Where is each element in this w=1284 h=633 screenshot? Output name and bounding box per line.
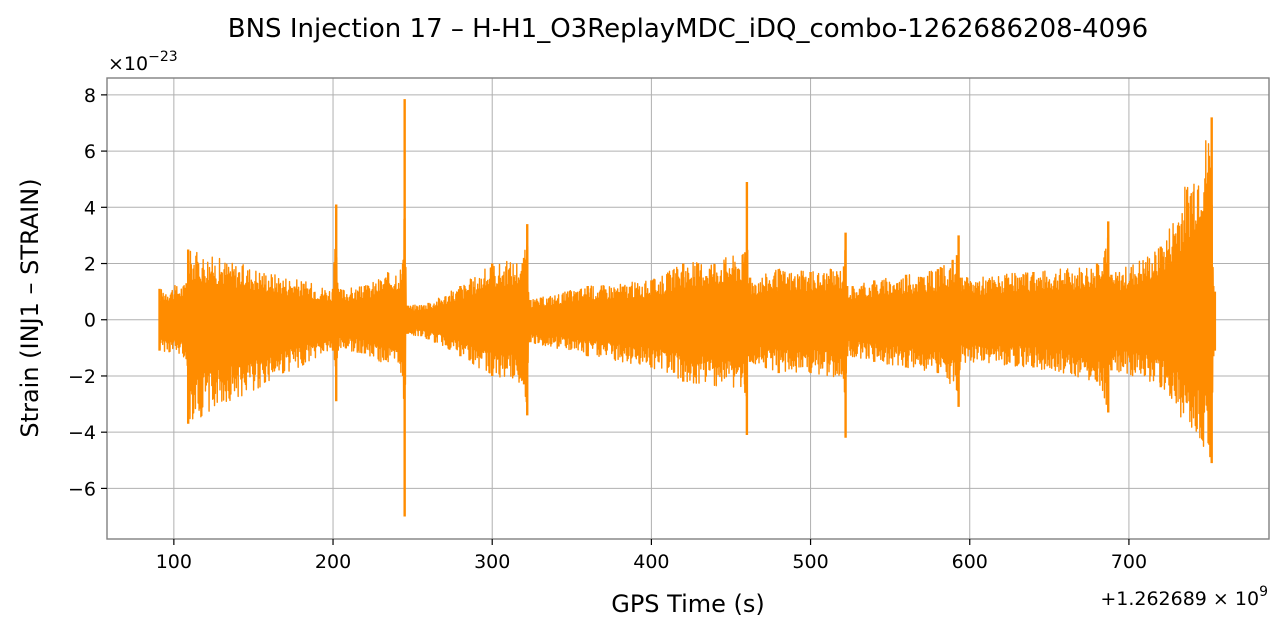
y-tick-label: −6 (68, 478, 96, 500)
y-tick-label: −4 (68, 422, 96, 444)
x-axis: 100 200 300 400 500 600 700 (156, 539, 1147, 573)
y-tick-label: 8 (84, 85, 96, 107)
x-offset-label: +1.262689 × 109 (1100, 584, 1268, 610)
y-tick-label: 4 (84, 197, 96, 219)
series-trace (158, 140, 1216, 458)
x-tick-label: 500 (792, 551, 828, 573)
x-tick-label: 400 (633, 551, 669, 573)
y-tick-label: −2 (68, 366, 96, 388)
y-axis: −6 −4 −2 0 2 4 6 8 (68, 85, 107, 500)
plot-frame (106, 77, 1270, 540)
y-axis-label: Strain (INJ1 – STRAIN) (16, 178, 44, 437)
x-tick-label: 600 (952, 551, 988, 573)
x-axis-label: GPS Time (s) (611, 590, 765, 618)
y-tick-label: 6 (84, 141, 96, 163)
y-tick-label: 0 (84, 310, 96, 332)
y-tick-label: 2 (84, 254, 96, 276)
x-offset-exponent: 9 (1259, 584, 1268, 600)
x-tick-label: 300 (474, 551, 510, 573)
y-scale-label: ×10−23 (108, 49, 178, 75)
x-tick-label: 200 (315, 551, 351, 573)
series-layer (158, 99, 1217, 517)
y-scale-exponent: −23 (148, 49, 178, 65)
x-tick-label: 700 (1111, 551, 1147, 573)
chart-title: BNS Injection 17 – H-H1_O3ReplayMDC_iDQ_… (228, 14, 1148, 44)
x-tick-label: 100 (156, 551, 192, 573)
